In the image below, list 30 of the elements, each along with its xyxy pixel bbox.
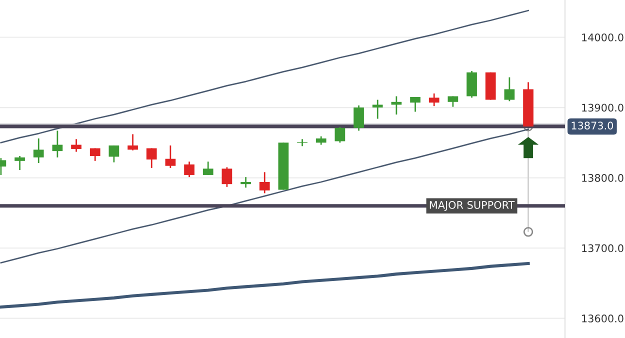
candlestick xyxy=(14,155,25,171)
y-tick-label: 13600.0 xyxy=(582,314,624,322)
candlestick xyxy=(108,144,120,164)
candlestick xyxy=(410,96,420,112)
candlestick xyxy=(222,166,232,188)
candlestick xyxy=(428,92,440,107)
candlestick xyxy=(334,126,346,144)
ref-line-label: 13873.0 xyxy=(572,122,614,130)
candlestick xyxy=(354,104,364,132)
ref-line-label: MAJOR SUPPORT xyxy=(430,201,515,211)
candlestick xyxy=(372,99,383,120)
line-series xyxy=(0,10,529,144)
candlestick xyxy=(128,134,138,152)
candlestick xyxy=(71,138,82,152)
candlestick xyxy=(504,76,515,102)
candlestick xyxy=(146,148,157,169)
candlestick xyxy=(184,160,194,178)
candlestick xyxy=(259,171,270,194)
y-tick-label: 13700.0 xyxy=(582,244,624,252)
candlestick xyxy=(202,160,214,176)
candlestick xyxy=(240,176,251,188)
line-series xyxy=(0,262,530,309)
candlestick xyxy=(52,130,63,158)
y-tick-label: 13800.0 xyxy=(582,174,624,182)
y-tick-label: 13900.0 xyxy=(582,104,624,112)
candlestick xyxy=(165,144,176,169)
y-tick-label: 14000.0 xyxy=(582,33,624,42)
candlestick xyxy=(466,70,477,98)
candlestick xyxy=(90,148,100,162)
candlestick xyxy=(33,138,44,164)
